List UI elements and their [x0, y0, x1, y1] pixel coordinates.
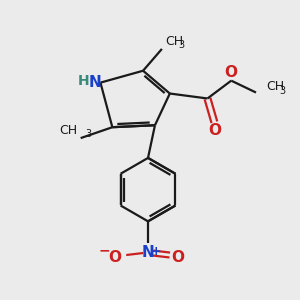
Text: N: N: [88, 75, 101, 90]
Text: N: N: [142, 245, 154, 260]
Text: O: O: [208, 123, 221, 138]
Text: +: +: [151, 245, 161, 258]
Text: CH: CH: [165, 34, 183, 47]
Text: CH: CH: [60, 124, 78, 137]
Text: CH: CH: [266, 80, 284, 93]
Text: 3: 3: [85, 129, 91, 139]
Text: O: O: [225, 65, 238, 80]
Text: 3: 3: [179, 40, 185, 50]
Text: −: −: [99, 243, 110, 257]
Text: H: H: [78, 74, 89, 88]
Text: O: O: [171, 250, 184, 265]
Text: 3: 3: [280, 85, 286, 96]
Text: O: O: [108, 250, 121, 265]
